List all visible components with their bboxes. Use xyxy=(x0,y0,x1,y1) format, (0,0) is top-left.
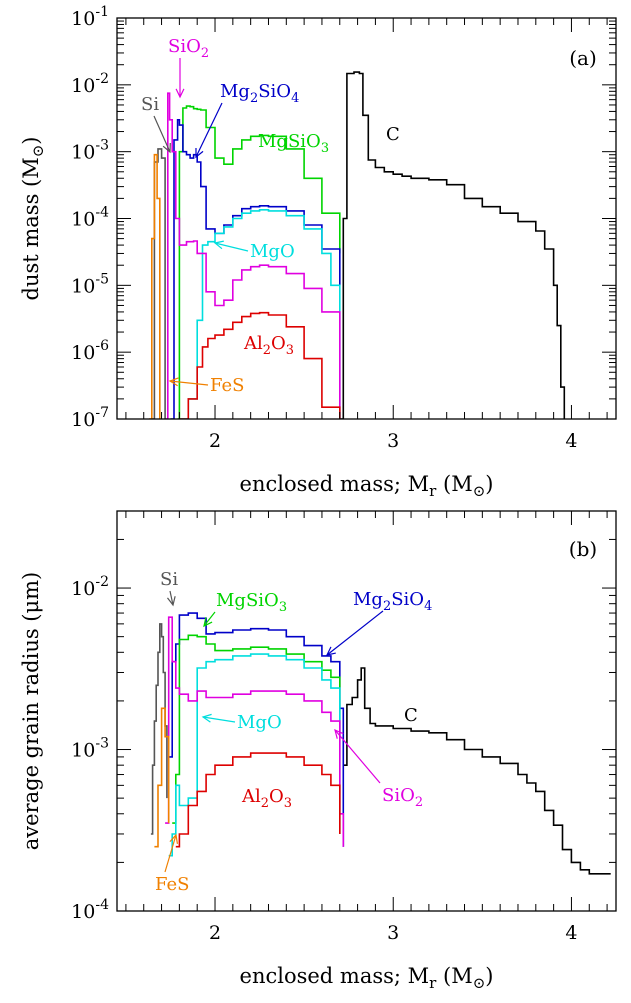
series-mgo xyxy=(179,209,341,419)
y-tick-label: 10-3 xyxy=(71,138,109,164)
x-tick-label: 3 xyxy=(387,430,399,452)
series-fes xyxy=(154,707,170,848)
panel-b-ticks: 2 3 4 10-4 10-3 10-2 xyxy=(71,510,616,944)
species-label-si: Si xyxy=(160,569,178,590)
series-si xyxy=(150,623,168,835)
panel-b-x-axis-label: enclosed mass; Mr (M⊙) xyxy=(240,964,494,992)
y-tick-label: 10-4 xyxy=(71,205,109,231)
species-label-al2o3: Al2O3 xyxy=(243,333,294,358)
species-label-fes: FeS xyxy=(155,874,190,895)
species-label-mg2sio4: Mg2SiO4 xyxy=(220,81,299,106)
pointer-head-fes xyxy=(168,377,179,387)
species-label-al2o3: Al2O3 xyxy=(241,786,292,811)
series-c xyxy=(339,71,566,419)
pointer-head-si xyxy=(162,142,171,154)
pointer-mg2sio4 xyxy=(326,610,384,656)
x-axis-label-text: enclosed mass; Mr (M⊙) xyxy=(240,472,494,500)
series-mg2sio4 xyxy=(168,612,345,847)
y-tick-label: 10-6 xyxy=(71,338,109,364)
species-label-mgsio3: MgSiO3 xyxy=(216,590,287,615)
y-tick-label: 10-2 xyxy=(71,574,109,600)
panel-a-species-labels: SiO2 Si Mg2SiO4 MgSiO3 C MgO Al2O3 FeS xyxy=(141,36,400,396)
panel-b: 2 3 4 10-4 10-3 10-2 (b) enclosed mass; Mr (M… xyxy=(19,510,617,992)
species-label-mg2sio4: Mg2SiO4 xyxy=(353,589,432,614)
species-label-sio2: SiO2 xyxy=(168,36,209,61)
species-label-mgo: MgO xyxy=(250,241,295,262)
y-tick-label: 10-3 xyxy=(71,736,109,762)
y-tick-label: 10-5 xyxy=(71,271,109,297)
pointer-head-mgsio3 xyxy=(203,617,213,628)
panel-a-plot-area xyxy=(149,71,566,419)
y-tick-label: 10-2 xyxy=(71,71,109,97)
pointer-si xyxy=(169,590,174,606)
pointer-head-sio2 xyxy=(334,728,344,739)
panel-b-species-labels: Si MgSiO3 Mg2SiO4 C MgO Al2O3 SiO2 FeS xyxy=(155,569,432,895)
pointer-head-fes xyxy=(169,833,179,844)
pointer-head-mgo xyxy=(213,240,224,250)
panel-a-tag: (a) xyxy=(569,46,597,70)
species-label-c: C xyxy=(404,705,418,726)
pointer-si xyxy=(153,115,171,153)
species-label-fes: FeS xyxy=(210,375,245,396)
pointer-mgo xyxy=(214,242,249,252)
series-fes xyxy=(149,153,161,419)
series-mg2sio4 xyxy=(170,119,341,419)
y-axis-label-text: average grain radius (μm) xyxy=(19,572,43,850)
pointer-fes xyxy=(164,834,177,873)
series-sio2 xyxy=(165,616,345,847)
panel-a: 2 3 4 10-7 10-6 10-5 10-4 10-3 10-2 10-1 (a) encl… xyxy=(19,4,617,500)
series-mgo xyxy=(168,653,341,857)
species-label-mgo: MgO xyxy=(237,712,282,733)
pointer-fes xyxy=(169,380,209,386)
panel-b-frame xyxy=(116,510,617,912)
x-tick-label: 2 xyxy=(209,922,221,944)
pointer-head-sio2 xyxy=(175,88,185,99)
species-label-si: Si xyxy=(141,94,159,115)
species-label-sio2: SiO2 xyxy=(382,785,423,810)
pointer-head-mgo xyxy=(201,713,212,723)
panel-b-y-axis-label: average grain radius (μm) xyxy=(19,572,43,850)
x-axis-label-text: enclosed mass; Mr (M⊙) xyxy=(240,964,494,992)
pointer-head-mg2sio4 xyxy=(195,147,204,159)
panel-a-x-axis-label: enclosed mass; Mr (M⊙) xyxy=(240,472,494,500)
species-label-c: C xyxy=(386,124,400,145)
series-sio2 xyxy=(165,92,341,419)
panel-a-y-axis-label: dust mass (M⊙) xyxy=(19,137,47,301)
pointer-mgsio3 xyxy=(203,611,216,627)
series-si xyxy=(150,148,166,419)
series-c xyxy=(343,667,611,875)
series-al2o3 xyxy=(179,311,341,419)
y-tick-label: 10-1 xyxy=(71,4,109,30)
series-al2o3 xyxy=(175,752,341,848)
pointer-mgo xyxy=(202,716,236,723)
x-tick-label: 2 xyxy=(209,430,221,452)
panel-b-tag: (b) xyxy=(569,537,597,561)
series-mgsio3 xyxy=(177,105,341,419)
panel-a-frame xyxy=(116,17,617,420)
pointer-head-si xyxy=(167,596,176,607)
series-mgsio3 xyxy=(172,634,341,824)
panel-b-plot-area xyxy=(150,612,611,875)
panel-a-ticks: 2 3 4 10-7 10-6 10-5 10-4 10-3 10-2 10-1 xyxy=(71,4,616,452)
y-axis-label-text: dust mass (M⊙) xyxy=(19,137,47,301)
x-tick-label: 4 xyxy=(565,430,577,452)
y-tick-label: 10-7 xyxy=(71,405,109,431)
x-tick-label: 4 xyxy=(565,922,577,944)
pointer-head-mg2sio4 xyxy=(325,646,336,656)
species-label-mgsio3: MgSiO3 xyxy=(258,131,329,156)
pointer-mg2sio4 xyxy=(195,102,223,158)
x-tick-label: 3 xyxy=(387,922,399,944)
pointer-sio2 xyxy=(334,729,381,784)
y-tick-label: 10-4 xyxy=(71,897,109,923)
